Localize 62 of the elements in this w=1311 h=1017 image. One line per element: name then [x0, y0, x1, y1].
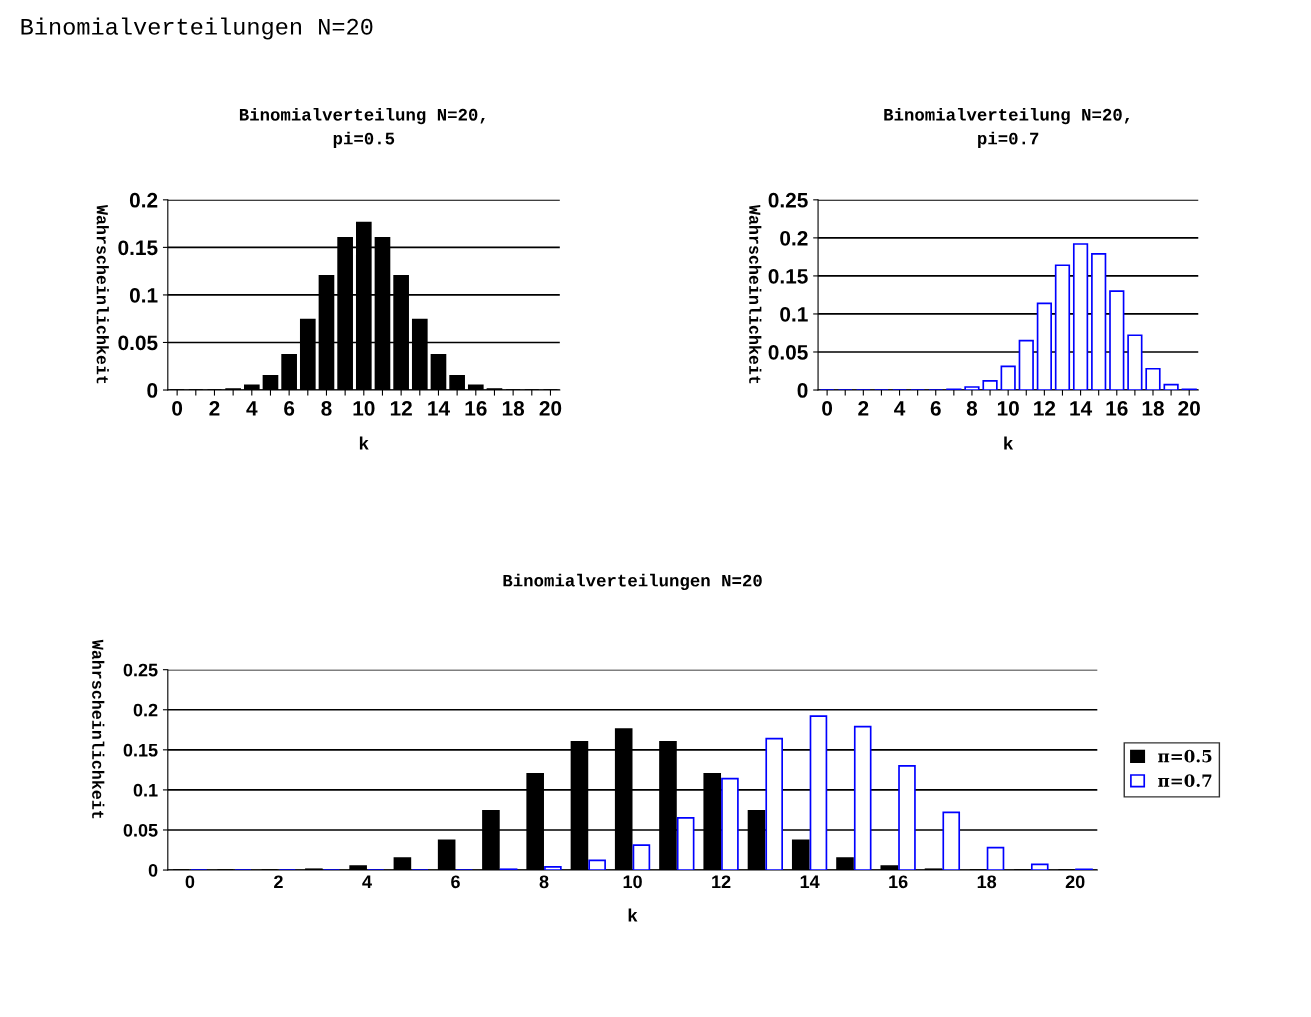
x-tick-label: 18	[502, 400, 525, 416]
y-axis-title: Wahrscheinlichkeit	[96, 204, 109, 384]
x-tick-label: 20	[1178, 400, 1200, 416]
legend-label: π=0.5	[1158, 749, 1212, 763]
y-tick-label: 0.25	[768, 192, 808, 208]
x-tick-label: 18	[977, 875, 997, 889]
x-tick-label: 4	[894, 401, 906, 416]
x-tick-label: 8	[321, 400, 332, 416]
x-tick-label: 14	[800, 875, 820, 888]
x-tick-label: 10	[353, 400, 375, 416]
x-axis-title: k	[1004, 436, 1014, 450]
x-tick-label: 14	[1070, 401, 1093, 416]
y-tick-label: 0.25	[123, 663, 158, 677]
x-tick-label: 8	[539, 875, 549, 889]
y-tick-label: 0.15	[768, 268, 808, 284]
x-tick-label: 16	[1106, 400, 1128, 416]
y-tick-label: 0.15	[118, 240, 158, 256]
legend-label: π=0.7	[1158, 774, 1212, 787]
y-tick-label: 0	[797, 383, 808, 398]
y-tick-label: 0.15	[123, 743, 158, 757]
y-tick-label: 0.2	[129, 192, 158, 208]
x-tick-label: 10	[997, 400, 1019, 416]
x-tick-label: 0	[172, 400, 183, 416]
chart-title: Binomialverteilung N=20, pi=0.5	[239, 107, 485, 148]
x-tick-label: 14	[428, 401, 450, 416]
x-tick-label: 6	[930, 400, 941, 416]
chart-title: Binomialverteilung N=20, pi=0.7	[884, 107, 1130, 148]
y-tick-label: 0	[148, 863, 158, 877]
x-tick-label: 2	[209, 400, 220, 416]
x-tick-label: 6	[451, 875, 460, 889]
x-tick-label: 4	[362, 875, 372, 888]
y-tick-label: 0.2	[133, 703, 158, 717]
x-tick-label: 16	[889, 875, 908, 889]
x-tick-label: 6	[284, 400, 295, 416]
x-tick-label: 0	[822, 400, 833, 416]
y-tick-label: 0.2	[780, 230, 808, 246]
y-axis-title: Wahrscheinlichkeit	[749, 204, 762, 384]
x-tick-label: 18	[1142, 400, 1164, 416]
y-axis-title: Wahrscheinlichkeit	[92, 639, 105, 819]
y-tick-label: 0	[147, 383, 158, 398]
x-tick-label: 20	[1065, 875, 1085, 889]
text: Binomialverteilungen N=20	[21, 17, 373, 40]
x-tick-label: 12	[712, 875, 731, 888]
x-tick-label: 2	[858, 400, 869, 416]
x-tick-label: 4	[246, 401, 258, 416]
y-tick-label: 0.1	[780, 306, 808, 322]
x-tick-label: 12	[1034, 400, 1056, 416]
y-tick-label: 0.1	[133, 783, 158, 797]
x-tick-label: 8	[966, 400, 978, 416]
x-tick-label: 16	[465, 400, 487, 416]
x-tick-label: 2	[274, 875, 283, 888]
y-tick-label: 0.05	[118, 335, 158, 351]
y-tick-label: 0.1	[129, 287, 158, 303]
x-tick-label: 0	[185, 875, 195, 889]
x-axis-title: k	[359, 436, 369, 450]
x-tick-label: 20	[539, 400, 562, 416]
chart-title: Binomialverteilungen N=20	[503, 573, 762, 591]
x-axis-title: k	[628, 908, 638, 922]
y-tick-label: 0.05	[768, 344, 808, 360]
x-tick-label: 10	[623, 875, 642, 889]
y-tick-label: 0.05	[123, 823, 158, 837]
x-tick-label: 12	[390, 400, 412, 416]
